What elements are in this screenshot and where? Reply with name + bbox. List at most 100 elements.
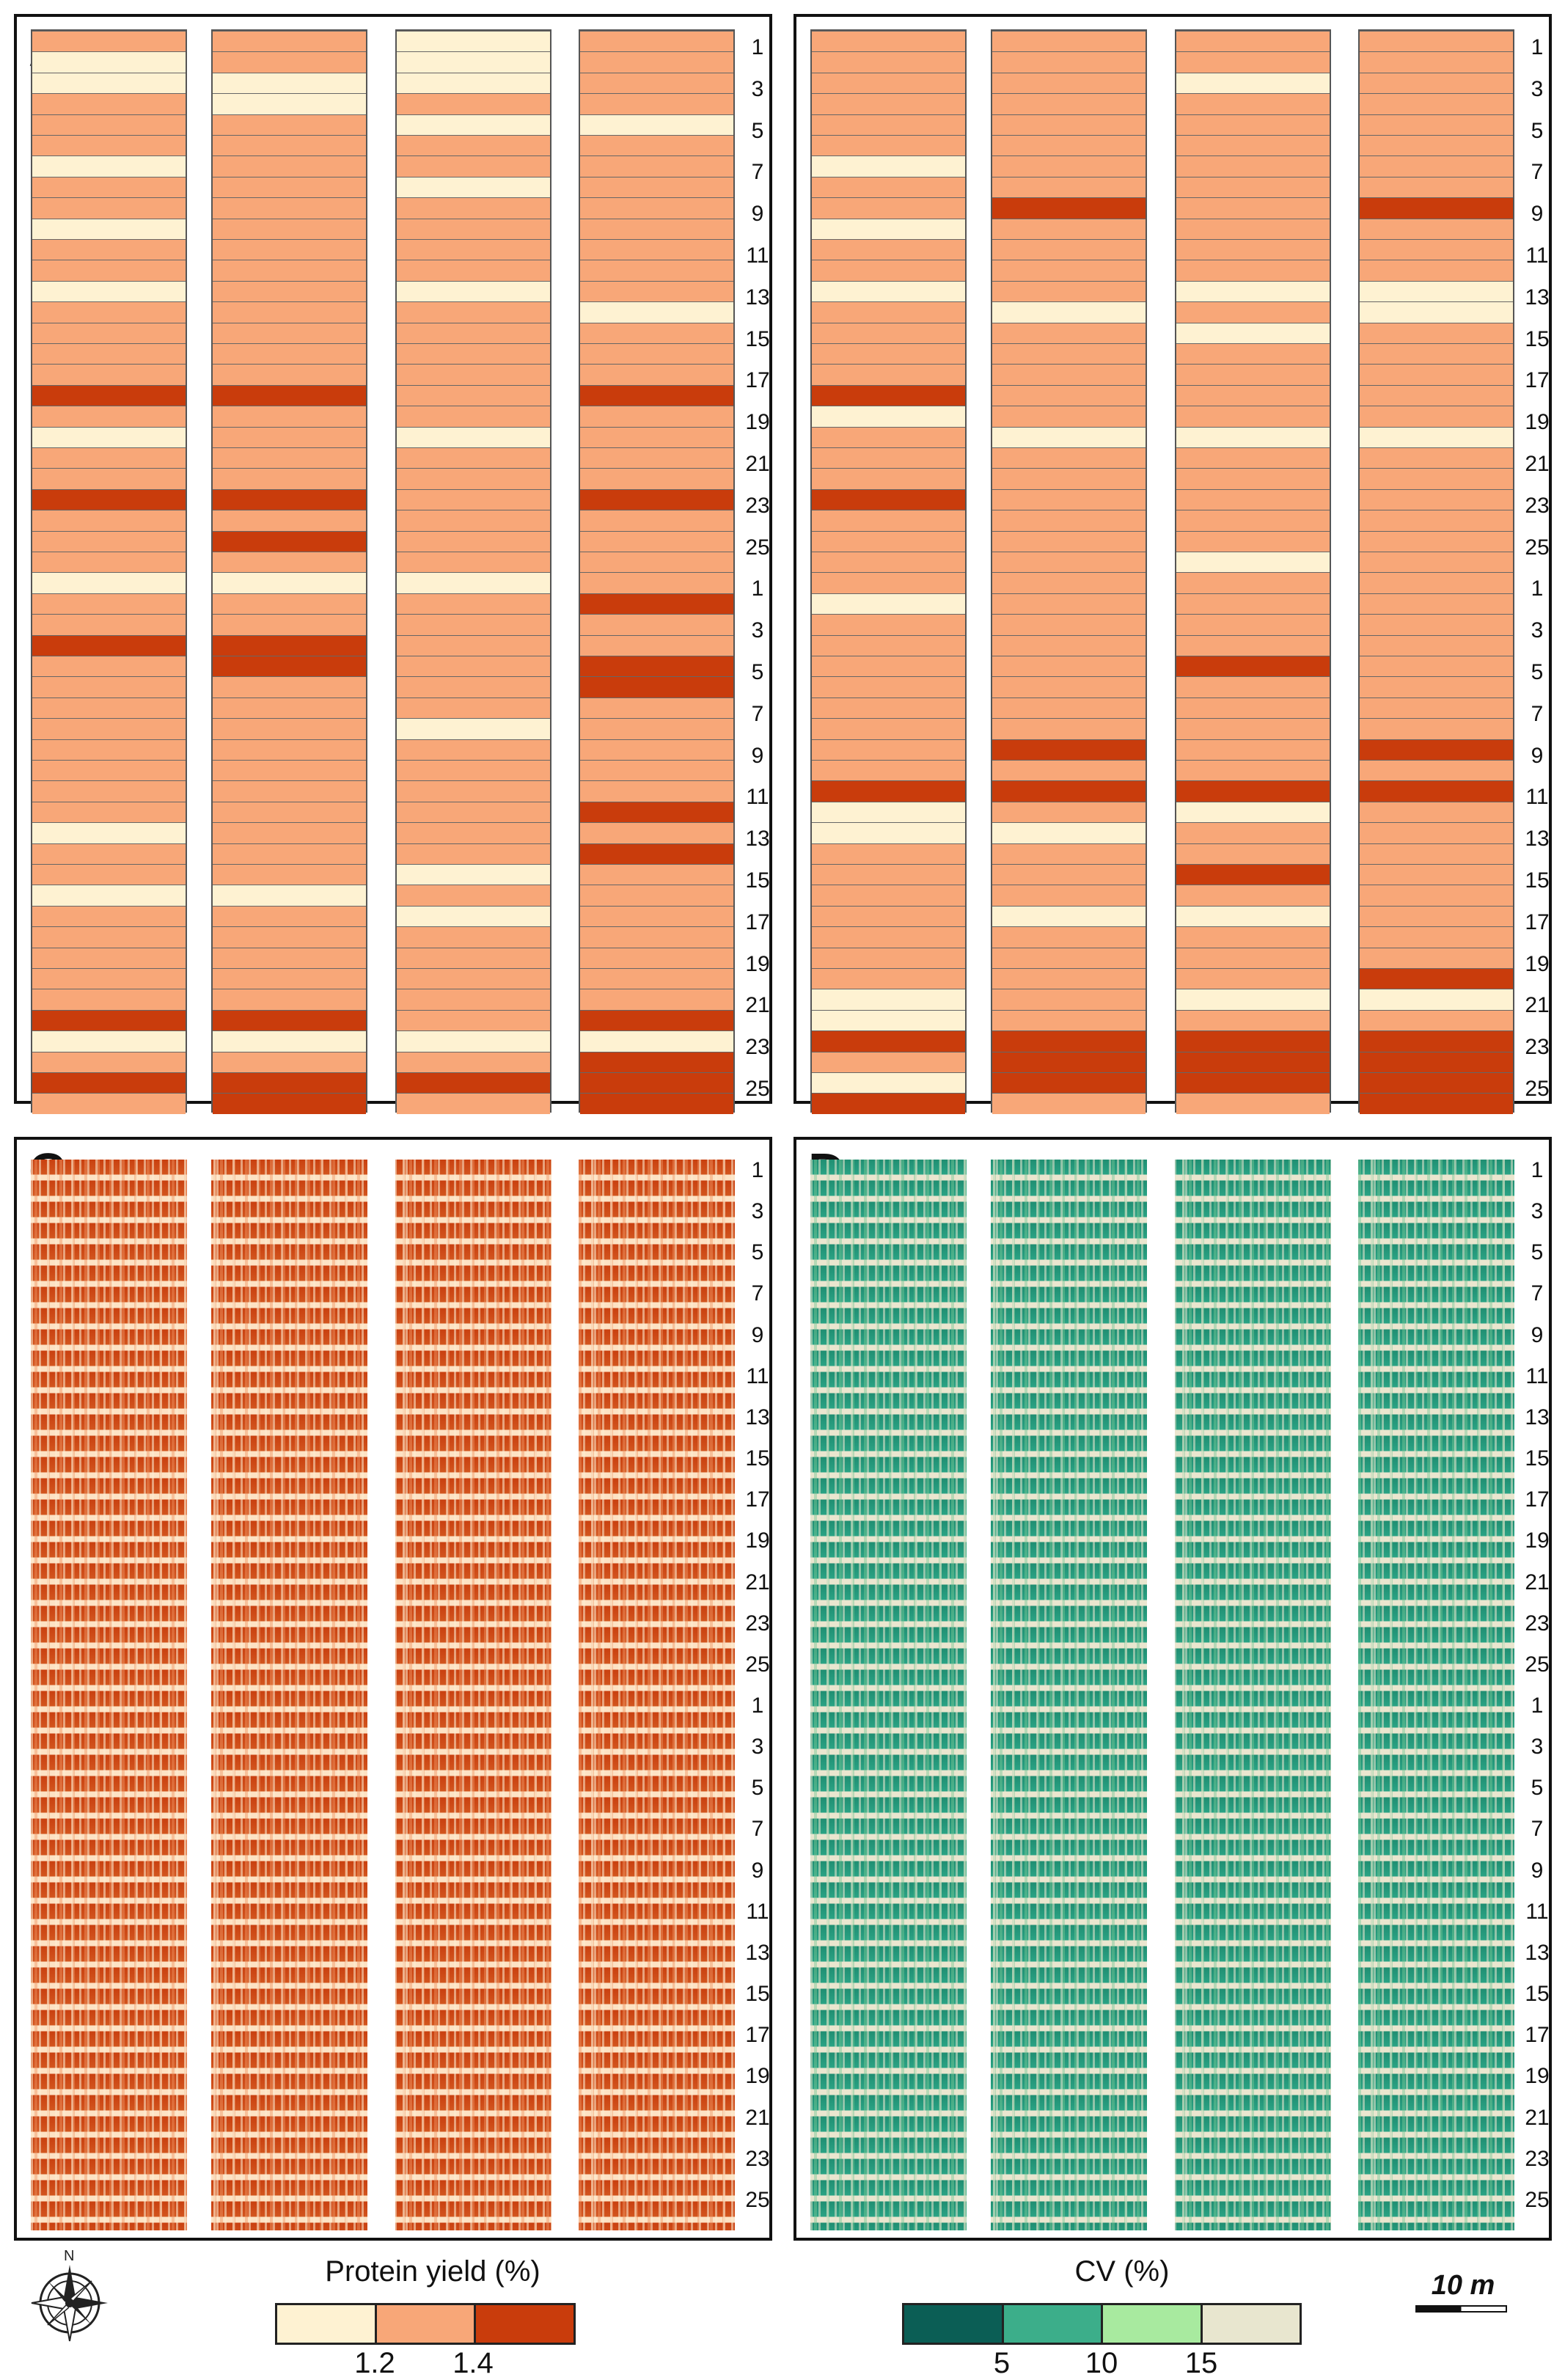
plot-cell	[32, 364, 186, 385]
plot-cell	[397, 864, 550, 885]
plot-cell	[992, 593, 1146, 615]
row-label: 11	[1525, 1899, 1549, 1924]
plot-cell	[1360, 989, 1513, 1010]
plot-cell	[213, 1051, 366, 1072]
plot-cell	[213, 72, 366, 94]
row-label: 9	[751, 743, 764, 768]
plot-cell	[1176, 676, 1330, 697]
plot-cell	[397, 530, 550, 552]
plot-cell	[1360, 530, 1513, 552]
plot-cell	[812, 343, 965, 365]
plot-cell	[812, 926, 965, 948]
plot-cell	[580, 1051, 733, 1072]
row-label: 15	[1525, 326, 1550, 351]
plot-cell	[213, 218, 366, 239]
row-label: 5	[751, 1240, 764, 1265]
plot-cell	[580, 135, 733, 156]
plot-cell	[992, 634, 1146, 656]
plot-cell	[397, 51, 550, 73]
row-label: 21	[745, 993, 770, 1018]
plot-cell	[1176, 593, 1330, 615]
plot-cell	[32, 614, 186, 635]
plot-cell	[213, 634, 366, 656]
row-label: 15	[745, 1446, 770, 1471]
plot-cell	[1176, 135, 1330, 156]
plot-cell	[992, 989, 1146, 1010]
plot-cell	[397, 468, 550, 489]
plot-cell	[1176, 843, 1330, 864]
row-label: 25	[745, 1077, 770, 1101]
row-label: 7	[1531, 1817, 1544, 1842]
row-label: 11	[746, 244, 769, 268]
row-label: 21	[1525, 2105, 1550, 2130]
row-label: 23	[1525, 1611, 1550, 1636]
plot-cell	[32, 1009, 186, 1031]
plot-cell	[32, 93, 186, 114]
plot-column	[810, 29, 967, 1114]
plot-cell	[812, 322, 965, 343]
row-label: 9	[1531, 1322, 1544, 1347]
plot-cell	[213, 989, 366, 1010]
plot-cell	[1360, 968, 1513, 989]
plot-cell	[992, 72, 1146, 94]
row-label: 19	[1525, 1528, 1550, 1553]
plot-cell	[812, 968, 965, 989]
row-label: 7	[751, 701, 764, 726]
plot-cell	[213, 31, 366, 52]
row-label: 13	[745, 285, 770, 310]
compass-icon: N	[31, 2248, 108, 2342]
plot-cell	[992, 322, 1146, 343]
plot-cell	[1360, 947, 1513, 968]
plot-cell	[397, 31, 550, 52]
plot-column	[211, 29, 367, 1114]
plot-cell	[397, 72, 550, 94]
legend-cv-bar	[902, 2303, 1302, 2345]
plot-cell	[580, 530, 733, 552]
plot-cell	[580, 468, 733, 489]
plot-cell	[213, 676, 366, 697]
plot-cell	[397, 552, 550, 573]
plot-cell	[1176, 51, 1330, 73]
plot-cell	[992, 1030, 1146, 1052]
plot-cell	[1176, 885, 1330, 906]
plot-cell	[580, 822, 733, 843]
plot-cell	[397, 510, 550, 531]
plot-cell	[580, 968, 733, 989]
plot-cell	[213, 510, 366, 531]
plot-cell	[580, 280, 733, 302]
plot-cell	[812, 239, 965, 260]
plot-cell	[32, 72, 186, 94]
plot-cell	[812, 384, 965, 406]
row-label: 23	[1525, 493, 1550, 518]
plot-cell	[580, 947, 733, 968]
plot-cell	[32, 468, 186, 489]
plot-cell	[32, 322, 186, 343]
plot-cell	[812, 905, 965, 927]
plot-cell	[213, 239, 366, 260]
plot-cell	[812, 572, 965, 593]
plot-cell	[580, 114, 733, 135]
plot-cell	[213, 739, 366, 760]
plot-cell	[580, 426, 733, 447]
plot-cell	[1360, 155, 1513, 177]
plot-cell	[1176, 905, 1330, 927]
plot-cell	[580, 864, 733, 885]
row-label: 21	[1525, 993, 1550, 1018]
plot-cell	[992, 93, 1146, 114]
plot-cell	[812, 989, 965, 1010]
plot-cell	[1176, 864, 1330, 885]
legend-protein-tick: 1.2	[354, 2347, 395, 2379]
plot-cell	[812, 218, 965, 239]
plot-cell	[1360, 239, 1513, 260]
plot-cell	[32, 656, 186, 677]
plot-cell	[1360, 176, 1513, 198]
plot-cell	[1360, 384, 1513, 406]
panel-d: D 13579111315171921232513579111315171921…	[794, 1137, 1552, 2241]
row-label: 25	[1525, 1077, 1550, 1101]
plot-cell	[992, 885, 1146, 906]
plot-cell	[32, 488, 186, 510]
plot-cell	[812, 510, 965, 531]
raster-column	[1358, 1160, 1514, 2230]
plot-cell	[580, 1009, 733, 1031]
plot-cell	[213, 51, 366, 73]
